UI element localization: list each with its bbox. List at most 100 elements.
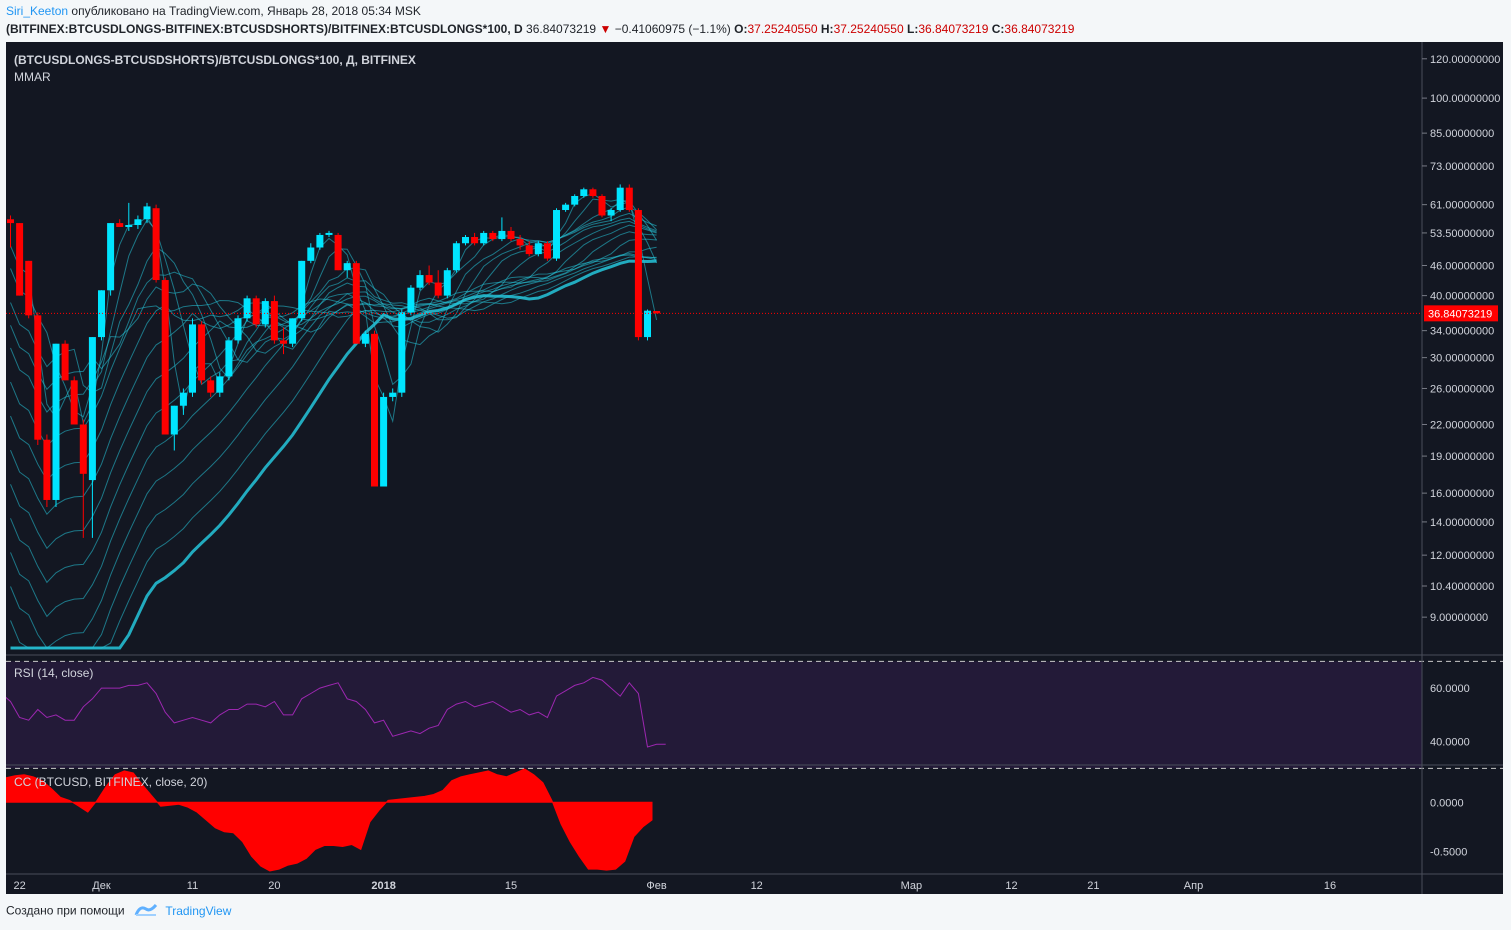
- candle-body: [234, 318, 242, 341]
- candle-body: [553, 210, 560, 259]
- candle-body: [261, 301, 269, 325]
- candle-body: [225, 340, 233, 377]
- candle-body: [25, 260, 33, 316]
- price-tick-label: 22.00000000: [1430, 419, 1494, 431]
- candles-group: [7, 184, 661, 538]
- cc-pane-title: CC (BTCUSD, BITFINEX, close, 20): [14, 775, 207, 789]
- mmar-label: MMAR: [14, 70, 51, 84]
- price-tick-label: 40.00000000: [1430, 291, 1494, 303]
- time-tick-label: 16: [1324, 880, 1336, 892]
- price-tick-label: 9.00000000: [1430, 612, 1488, 624]
- candle-body: [462, 236, 469, 244]
- price-axis[interactable]: 120.00000000 100.00000000 85.00000000 73.00…: [6, 54, 1500, 624]
- candle-body: [170, 405, 178, 435]
- candle-body: [34, 315, 42, 440]
- author-link[interactable]: Siri_Keeton: [6, 4, 69, 18]
- candle-body: [543, 243, 551, 259]
- rsi-tick-label: 60.0000: [1430, 683, 1470, 695]
- ma-line-42: [10, 259, 657, 650]
- candle-body: [98, 290, 105, 338]
- candle-body: [425, 275, 433, 283]
- time-tick-label: Мар: [901, 880, 923, 892]
- candle-body: [252, 298, 260, 325]
- time-tick-label: Дек: [92, 880, 111, 892]
- candle-body: [334, 234, 342, 271]
- time-axis[interactable]: 22 Дек 11 20 2018 15 Фев 12 Мар 12 21 Апр 16: [13, 880, 1336, 892]
- ma-line-10: [10, 206, 657, 391]
- price-tick-label: 19.00000000: [1430, 451, 1494, 463]
- close-label: C:: [991, 22, 1005, 36]
- time-tick-label: 11: [187, 880, 198, 892]
- candle-body: [134, 219, 142, 226]
- price-change: −0.41060975 (−1.1%): [614, 22, 731, 36]
- price-tick-label: 10.40000000: [1430, 581, 1494, 593]
- candle-body: [607, 210, 615, 216]
- candle-body: [307, 247, 315, 261]
- candle-body: [316, 234, 324, 248]
- candle-body: [498, 230, 506, 240]
- price-tick-label: 26.00000000: [1430, 383, 1494, 395]
- cc-tick-label: -0.5000: [1430, 846, 1467, 858]
- time-tick-label: 15: [505, 880, 517, 892]
- tradingview-logo-icon[interactable]: [134, 903, 158, 920]
- candle-body: [416, 275, 424, 288]
- candle-body: [52, 343, 60, 500]
- candle-body: [16, 223, 24, 296]
- candle-body: [452, 243, 460, 271]
- mmar-ribbon: [10, 193, 658, 650]
- rsi-pane: 60.0000 40.0000: [1, 660, 1503, 769]
- candle-body: [298, 260, 306, 319]
- candle-body: [70, 380, 78, 425]
- candle-body: [88, 337, 96, 481]
- candle-body: [43, 439, 51, 500]
- ma-line-27: [10, 238, 657, 584]
- candle-body: [216, 376, 224, 393]
- candle-body: [653, 310, 661, 314]
- cc-pane: 0.0000 -0.5000: [5, 768, 1467, 872]
- candle-body: [398, 312, 406, 393]
- candle-body: [580, 189, 588, 196]
- time-tick-label: 12: [1005, 880, 1017, 892]
- candle-body: [280, 340, 287, 344]
- time-tick-label: 2018: [371, 880, 395, 892]
- candle-body: [616, 187, 624, 211]
- candle-body: [644, 310, 651, 338]
- time-tick-label: 22: [13, 880, 25, 892]
- chart-area[interactable]: 60.0000 40.0000 0.0000 -0.5000 120.0000000…: [1, 42, 1503, 894]
- candle-body: [434, 282, 442, 296]
- price-tick-label: 14.00000000: [1430, 517, 1494, 529]
- candle-body: [380, 396, 388, 487]
- candle-body: [625, 187, 633, 211]
- publish-info: опубликовано на TradingView.com, Январь …: [71, 4, 421, 18]
- candle-body: [407, 287, 415, 313]
- open-label: O:: [734, 22, 748, 36]
- candle-body: [116, 223, 124, 227]
- candle-body: [107, 223, 115, 291]
- candle-body: [189, 324, 196, 393]
- candle-body: [534, 243, 542, 255]
- tradingview-link[interactable]: TradingView: [165, 903, 232, 918]
- price-tick-label: 34.00000000: [1430, 326, 1494, 338]
- price-tick-label: 30.00000000: [1430, 353, 1494, 365]
- high-label: H:: [820, 22, 834, 36]
- candle-body: [198, 324, 206, 381]
- ma-line-33: [10, 254, 657, 649]
- main-pane-title: (BTCUSDLONGS-BTCUSDSHORTS)/BTCUSDLONGS*1…: [14, 53, 416, 67]
- candle-body: [371, 333, 378, 487]
- candle-body: [634, 210, 642, 338]
- chart-svg[interactable]: 60.0000 40.0000 0.0000 -0.5000 120.0000000…: [1, 42, 1503, 894]
- ma-line-24: [10, 231, 657, 550]
- candle-body: [589, 189, 597, 196]
- publish-header: Siri_Keeton опубликовано на TradingView.…: [6, 4, 421, 18]
- rsi-band-bg: [6, 661, 1422, 769]
- time-tick-label: 12: [751, 880, 763, 892]
- candle-body: [79, 424, 87, 474]
- candle-body: [243, 298, 251, 319]
- candle-body: [507, 230, 515, 240]
- ma-line-18: [10, 220, 657, 482]
- candle-body: [343, 263, 351, 271]
- open-value: 37.25240550: [747, 22, 818, 36]
- price-tick-label: 12.00000000: [1430, 550, 1494, 562]
- ma-line-39: [10, 256, 657, 649]
- candle-body: [161, 280, 169, 435]
